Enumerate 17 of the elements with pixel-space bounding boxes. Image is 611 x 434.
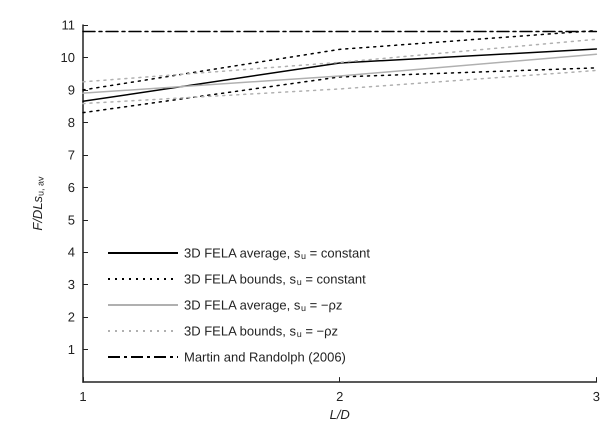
y-tick-label: 10 bbox=[60, 50, 75, 65]
y-tick-label: 4 bbox=[68, 244, 75, 260]
y-axis-title: F/DLsu, av bbox=[30, 176, 46, 231]
x-tick-label: 2 bbox=[336, 389, 344, 404]
y-tick-label: 8 bbox=[68, 114, 75, 130]
x-tick-label: 3 bbox=[592, 389, 600, 404]
y-tick-label: 9 bbox=[68, 82, 75, 98]
y-tick-label: 1 bbox=[68, 342, 75, 358]
x-axis-title: L/D bbox=[330, 407, 350, 422]
x-tick-label: 1 bbox=[79, 389, 87, 404]
y-tick-label: 7 bbox=[68, 147, 75, 162]
y-tick-label: 3 bbox=[68, 277, 75, 292]
y-tick-label: 2 bbox=[68, 310, 75, 325]
y-tick-label: 5 bbox=[68, 212, 75, 228]
y-tick-label: 6 bbox=[68, 180, 75, 195]
y-tick-label: 11 bbox=[62, 18, 75, 32]
legend-label: Martin and Randolph (2006) bbox=[184, 350, 346, 364]
